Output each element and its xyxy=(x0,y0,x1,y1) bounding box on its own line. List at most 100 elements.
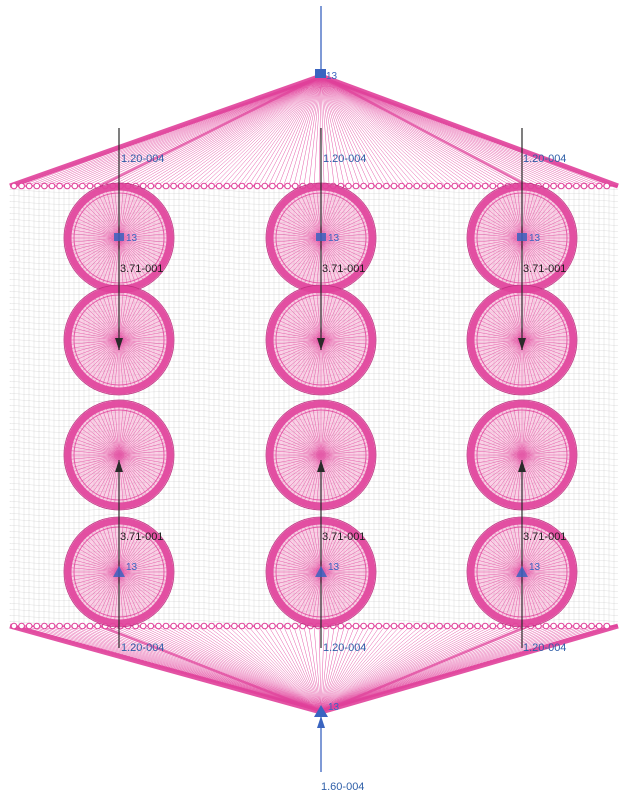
beam-node xyxy=(33,622,41,630)
load-arrows xyxy=(113,6,528,772)
beam-node xyxy=(185,622,193,630)
beam-node xyxy=(238,182,246,190)
beam-node xyxy=(291,622,299,630)
circle-node-marker-top xyxy=(316,233,326,241)
beam-node xyxy=(580,622,588,630)
circle-radial-mesh xyxy=(273,524,369,620)
beam-node xyxy=(177,182,185,190)
beam-node xyxy=(421,622,428,630)
beam-node xyxy=(565,182,573,190)
beam-node xyxy=(345,622,352,630)
beam-node xyxy=(413,622,421,630)
upper-load-label-center: 1.20-004 xyxy=(323,153,366,165)
beam-node xyxy=(603,182,611,190)
beam-node xyxy=(71,622,79,630)
beam-node xyxy=(383,182,390,190)
beam-node xyxy=(451,182,459,190)
lower-load-arrow xyxy=(317,460,325,648)
beam-node xyxy=(208,182,215,190)
circle-node-marker-bottom xyxy=(315,566,327,577)
beam-node xyxy=(10,182,18,190)
circle-radial-mesh xyxy=(273,292,369,388)
circle-radial-mesh xyxy=(71,407,167,503)
arrow-head xyxy=(518,338,526,350)
lower-load-label-right: 1.20-004 xyxy=(523,642,566,654)
beam-node xyxy=(215,622,223,630)
beam-node xyxy=(238,622,246,630)
beam-node xyxy=(481,622,489,630)
beam-node xyxy=(595,622,603,630)
beam-node xyxy=(421,182,428,190)
bottom-circle-load-center: 3.71-001 xyxy=(322,531,365,543)
arrow-head xyxy=(518,460,526,472)
circle-node-marker-bottom xyxy=(516,566,528,577)
upper-load-label-left: 1.20-004 xyxy=(121,153,164,165)
beam-node xyxy=(443,182,451,190)
beam-node xyxy=(284,622,291,630)
beam-node xyxy=(588,182,595,190)
lower-load-label-center: 1.20-004 xyxy=(323,642,366,654)
beam-node xyxy=(390,182,398,190)
arrow-head xyxy=(317,716,325,728)
beam-node xyxy=(352,182,360,190)
beam-node xyxy=(231,182,238,190)
beam-node xyxy=(466,182,474,190)
circle-radial-mesh xyxy=(474,190,570,286)
beam-node xyxy=(48,182,56,190)
circle-node-label-bottom-left: 13 xyxy=(126,562,138,573)
circle-radial-mesh xyxy=(474,407,570,503)
arrow-head xyxy=(115,338,123,350)
beam-node xyxy=(170,622,177,630)
top-circle-load-left: 3.71-001 xyxy=(120,263,163,275)
beam-node xyxy=(367,182,375,190)
lower-load-label-left: 1.20-004 xyxy=(121,642,164,654)
circle-radial-mesh xyxy=(474,524,570,620)
beam-node xyxy=(360,622,367,630)
beam-node xyxy=(375,182,383,190)
circle-radial-mesh xyxy=(273,407,369,503)
beam-node xyxy=(383,622,390,630)
beam-node xyxy=(63,182,71,190)
beam-node xyxy=(246,182,253,190)
beam-node xyxy=(71,182,79,190)
beam-node xyxy=(595,182,603,190)
beam-node xyxy=(185,182,193,190)
beam-node xyxy=(162,182,170,190)
circle-node-label-top-center: 13 xyxy=(328,233,340,244)
beam-node xyxy=(375,622,383,630)
beam-node xyxy=(139,622,147,630)
beam-node xyxy=(588,622,595,630)
beam-node xyxy=(573,182,580,190)
top-circle-load-center: 3.71-001 xyxy=(322,263,365,275)
beam-node xyxy=(56,182,63,190)
beam-node xyxy=(459,182,466,190)
beam-node xyxy=(542,182,550,190)
beam-node xyxy=(193,182,200,190)
beam-node xyxy=(557,182,565,190)
circle-node-marker-top xyxy=(517,233,527,241)
circle-radial-mesh xyxy=(71,292,167,388)
beam-node xyxy=(481,182,489,190)
beam-node xyxy=(215,182,223,190)
beam-node xyxy=(223,622,231,630)
beam-node xyxy=(428,622,436,630)
lower-load-arrow xyxy=(518,460,526,648)
beam-node xyxy=(413,182,421,190)
beam-node xyxy=(86,622,94,630)
top-node-label: 13 xyxy=(326,71,338,82)
beam-node xyxy=(33,182,41,190)
beam-node xyxy=(489,622,497,630)
beam-node xyxy=(193,622,200,630)
beam-node xyxy=(436,622,443,630)
beam-node xyxy=(41,182,48,190)
top-fan xyxy=(9,75,619,187)
beam-node xyxy=(147,182,155,190)
beam-node xyxy=(474,622,481,630)
beam-node xyxy=(261,182,269,190)
beam-node xyxy=(223,182,231,190)
bottom-circle-load-left: 3.71-001 xyxy=(120,531,163,543)
beam-node xyxy=(261,622,269,630)
beam-node xyxy=(177,622,185,630)
beam-node xyxy=(25,182,33,190)
